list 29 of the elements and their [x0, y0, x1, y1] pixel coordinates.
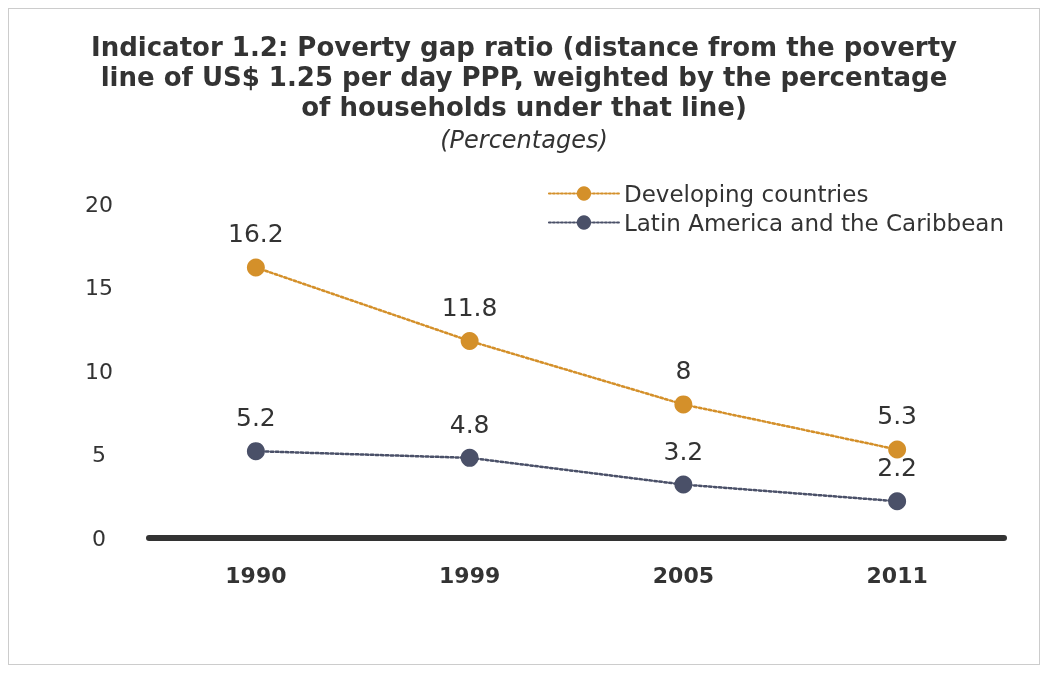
y-tick-label: 5: [92, 442, 106, 467]
x-tick-label: 2005: [652, 562, 714, 588]
point: [674, 395, 693, 414]
point: [460, 448, 479, 467]
data-label: 11.8: [441, 292, 498, 322]
data-label: 5.3: [877, 401, 918, 431]
data-label: 2.2: [877, 453, 918, 483]
data-label: 5.2: [235, 403, 276, 433]
data-label: 8: [675, 356, 692, 386]
legend-label: Developing countries: [623, 180, 869, 207]
point: [674, 475, 693, 494]
x-tick-label: 2011: [866, 562, 928, 588]
point: [246, 258, 265, 277]
data-label: 16.2: [228, 219, 284, 249]
x-tick-label: 1999: [439, 562, 501, 588]
data-label: 3.2: [663, 436, 704, 466]
point: [460, 331, 479, 350]
chart-title: Indicator 1.2: Poverty gap ratio (distance from the poverty line of US$ 1.25 per day PPP, weighted by the percentage of households under that line): [90, 32, 958, 122]
y-tick-label: 20: [85, 191, 113, 217]
y-tick-label: 10: [85, 358, 113, 384]
data-label: 4.8: [449, 409, 490, 439]
y-tick-label: 0: [92, 525, 106, 551]
point: [246, 442, 265, 461]
point: [888, 492, 907, 511]
point: [888, 440, 907, 459]
y-tick-label: 15: [85, 275, 113, 300]
x-tick-label: 1990: [225, 562, 287, 588]
legend-label: Latin America and the Caribbean: [623, 209, 1005, 236]
chart-subtitle: (Percentages): [440, 126, 608, 154]
